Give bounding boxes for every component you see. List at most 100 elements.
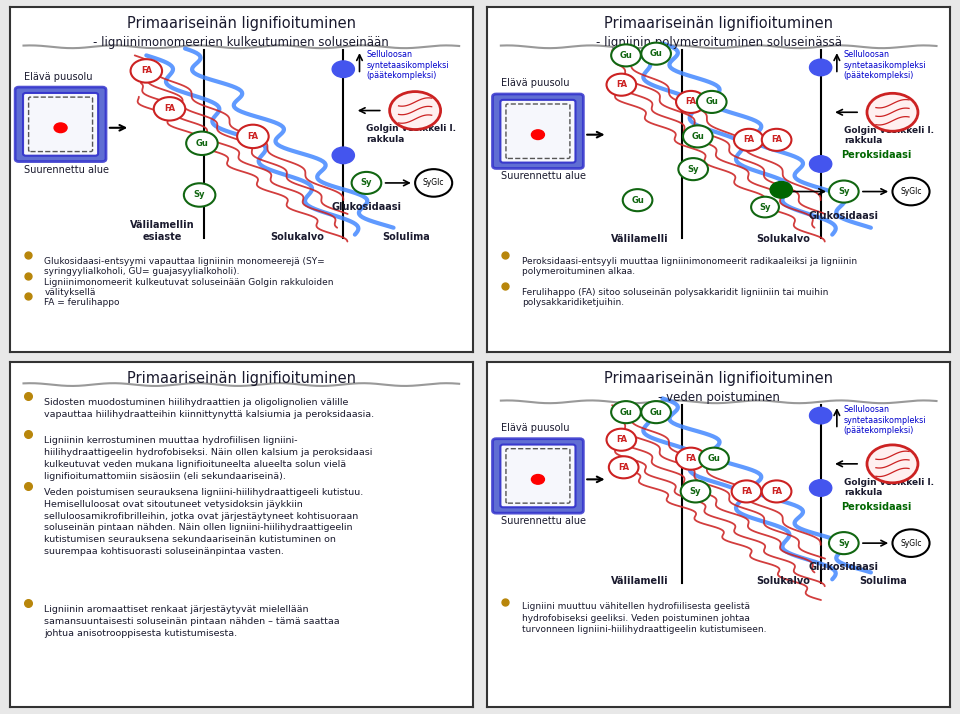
Text: FA: FA xyxy=(685,97,696,106)
Text: FA: FA xyxy=(743,136,755,144)
Text: Sy: Sy xyxy=(838,187,850,196)
Text: Primaariseinän lignifioituminen: Primaariseinän lignifioituminen xyxy=(604,16,833,31)
Text: Gu: Gu xyxy=(708,454,720,463)
Text: FA: FA xyxy=(164,104,175,114)
Text: Selluloosan
syntetaasikompleksi
(päätekompleksi): Selluloosan syntetaasikompleksi (pääteko… xyxy=(844,406,926,435)
Text: FA: FA xyxy=(615,80,627,89)
Text: Gu: Gu xyxy=(691,132,705,141)
Text: - ligniinin polymeroituminen soluseinässä: - ligniinin polymeroituminen soluseinäss… xyxy=(595,36,842,49)
Text: Solulima: Solulima xyxy=(382,232,430,242)
Text: Ligniini muuttuu vähitellen hydrofiilisesta geelistä
hydrofobiseksi geeliksi. Ve: Ligniini muuttuu vähitellen hydrofiilise… xyxy=(521,602,766,634)
Circle shape xyxy=(332,61,354,77)
Circle shape xyxy=(829,181,858,203)
Circle shape xyxy=(607,428,636,451)
Text: Glukosidaasi: Glukosidaasi xyxy=(331,202,401,212)
Text: Peroksidaasi-entsyyli muuttaa ligniinimonomeerit radikaaleiksi ja ligniinin
poly: Peroksidaasi-entsyyli muuttaa ligniinimo… xyxy=(521,257,857,276)
Text: Peroksidaasi: Peroksidaasi xyxy=(842,150,912,160)
Circle shape xyxy=(893,178,929,206)
Text: FA: FA xyxy=(741,487,752,496)
Circle shape xyxy=(770,181,792,198)
Circle shape xyxy=(681,481,710,503)
Text: Elävä puusolu: Elävä puusolu xyxy=(501,423,569,433)
FancyBboxPatch shape xyxy=(23,93,98,156)
Text: Gu: Gu xyxy=(196,139,208,148)
Text: Elävä puusolu: Elävä puusolu xyxy=(501,79,569,89)
Circle shape xyxy=(237,125,269,148)
Text: - ligniinimonomeerien kulkeutuminen soluseinään: - ligniinimonomeerien kulkeutuminen solu… xyxy=(93,36,389,49)
FancyBboxPatch shape xyxy=(500,100,575,163)
Circle shape xyxy=(676,91,706,113)
Text: Sy: Sy xyxy=(759,203,771,211)
Circle shape xyxy=(415,169,452,197)
Text: Suurennettu alue: Suurennettu alue xyxy=(501,171,586,181)
Text: Solukalvo: Solukalvo xyxy=(756,576,810,586)
Text: Sy: Sy xyxy=(838,538,850,548)
Circle shape xyxy=(154,97,185,121)
Circle shape xyxy=(732,481,761,503)
Circle shape xyxy=(829,532,858,554)
Text: Selluloosan
syntetaasikompleksi
(päätekompleksi): Selluloosan syntetaasikompleksi (pääteko… xyxy=(844,50,926,80)
Text: Gu: Gu xyxy=(631,196,644,205)
Text: FA: FA xyxy=(615,436,627,444)
Circle shape xyxy=(390,91,441,129)
FancyBboxPatch shape xyxy=(500,445,575,507)
Circle shape xyxy=(612,44,641,66)
Text: Elävä puusolu: Elävä puusolu xyxy=(23,71,92,81)
Text: Sy: Sy xyxy=(687,165,699,174)
Circle shape xyxy=(532,475,544,484)
Text: Ligniinin kerrostuminen muuttaa hydrofiilisen ligniini-
hiilihydraattigeelin hyd: Ligniinin kerrostuminen muuttaa hydrofii… xyxy=(44,436,372,481)
Circle shape xyxy=(867,94,918,131)
Text: Gu: Gu xyxy=(650,49,662,58)
Text: Suurennettu alue: Suurennettu alue xyxy=(23,165,108,175)
Text: Sy: Sy xyxy=(689,487,701,496)
Circle shape xyxy=(762,481,791,503)
Circle shape xyxy=(641,43,671,65)
Circle shape xyxy=(699,448,729,470)
Text: Suurennettu alue: Suurennettu alue xyxy=(501,516,586,526)
Text: Solukalvo: Solukalvo xyxy=(756,233,810,243)
Circle shape xyxy=(351,172,381,194)
Circle shape xyxy=(186,131,218,155)
Circle shape xyxy=(184,183,215,207)
Text: Golgin vesikkeli l.
rakkula: Golgin vesikkeli l. rakkula xyxy=(844,126,934,146)
Text: Solulima: Solulima xyxy=(859,576,907,586)
Circle shape xyxy=(131,59,162,83)
Text: FA: FA xyxy=(685,454,696,463)
Text: Ligniinin aromaattiset renkaat järjestäytyvät mielellään
samansuuntaisesti solus: Ligniinin aromaattiset renkaat järjestäy… xyxy=(44,605,340,638)
Text: Ferulihappo (FA) sitoo soluseinän polysakkaridit ligniiniin tai muihin
polysakka: Ferulihappo (FA) sitoo soluseinän polysa… xyxy=(521,288,828,308)
Circle shape xyxy=(54,123,67,133)
Text: Välilamelli: Välilamelli xyxy=(612,576,669,586)
Text: Peroksidaasi: Peroksidaasi xyxy=(842,502,912,512)
Circle shape xyxy=(809,156,831,172)
Circle shape xyxy=(809,407,831,424)
Circle shape xyxy=(623,189,653,211)
Text: SyGlc: SyGlc xyxy=(900,538,922,548)
Text: Ligniinimonomeerit kulkeutuvat soluseinään Golgin rakkuloiden
välityksellä: Ligniinimonomeerit kulkeutuvat soluseinä… xyxy=(44,278,334,297)
Text: Golgin vesikkeli l.
rakkula: Golgin vesikkeli l. rakkula xyxy=(844,478,934,497)
Text: Välilamellin
esiaste: Välilamellin esiaste xyxy=(131,220,195,242)
Text: Sidosten muodostuminen hiilihydraattien ja oligolignolien välille
vapauttaa hiil: Sidosten muodostuminen hiilihydraattien … xyxy=(44,398,374,419)
Circle shape xyxy=(867,445,918,483)
Text: Golgin vesikkeli l.
rakkula: Golgin vesikkeli l. rakkula xyxy=(367,124,456,144)
Circle shape xyxy=(893,529,929,557)
Circle shape xyxy=(676,448,706,470)
Text: Selluloosan
syntetaasikompleksi
(päätekompleksi): Selluloosan syntetaasikompleksi (pääteko… xyxy=(367,50,449,80)
Text: - veden poistuminen: - veden poistuminen xyxy=(658,391,780,404)
Text: Gu: Gu xyxy=(650,408,662,417)
Text: Sy: Sy xyxy=(194,191,205,199)
FancyBboxPatch shape xyxy=(492,94,584,169)
Text: Glukosidaasi: Glukosidaasi xyxy=(809,562,878,572)
Text: FA: FA xyxy=(618,463,629,472)
Text: FA: FA xyxy=(248,132,258,141)
Circle shape xyxy=(809,59,831,76)
Circle shape xyxy=(532,130,544,139)
Text: FA = ferulihappo: FA = ferulihappo xyxy=(44,298,120,308)
Text: SyGlc: SyGlc xyxy=(423,178,444,188)
Text: Glukosidaasi: Glukosidaasi xyxy=(809,211,878,221)
Text: Veden poistumisen seurauksena ligniini-hiilihydraattigeeli kutistuu.
Hemisellulo: Veden poistumisen seurauksena ligniini-h… xyxy=(44,488,364,556)
Text: Primaariseinän lignifioituminen: Primaariseinän lignifioituminen xyxy=(127,371,356,386)
Circle shape xyxy=(609,456,638,478)
Circle shape xyxy=(332,147,354,164)
Circle shape xyxy=(641,401,671,423)
Text: Glukosidaasi-entsyymi vapauttaa ligniinin monomeerejä (SY=
syringyylialkoholi, G: Glukosidaasi-entsyymi vapauttaa ligniini… xyxy=(44,257,325,276)
